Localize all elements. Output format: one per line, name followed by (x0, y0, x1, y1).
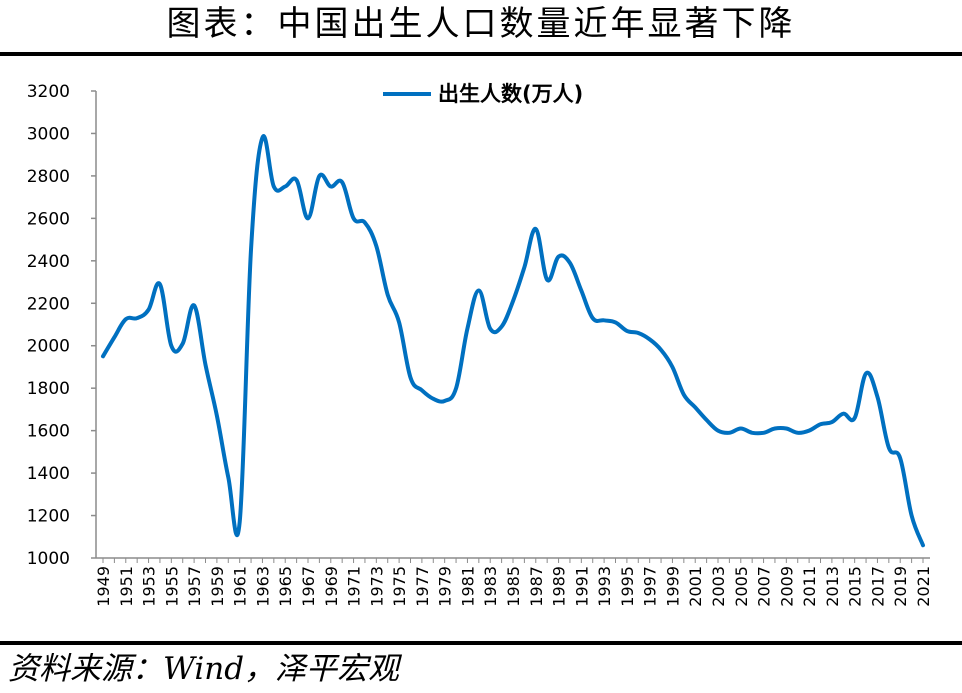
x-tick-label: 2003 (709, 566, 728, 607)
x-tick-label: 2021 (914, 566, 933, 607)
x-tick-label: 2019 (891, 566, 910, 607)
legend: 出生人数(万人) (383, 82, 583, 106)
source-note: 资料来源：Wind，泽平宏观 (8, 651, 400, 687)
y-tick-label: 1400 (27, 464, 70, 484)
x-tick-label: 1953 (140, 566, 159, 607)
x-tick-label: 1997 (641, 566, 660, 607)
x-tick-label: 1967 (299, 566, 318, 607)
bottom-rule (0, 641, 962, 645)
y-tick-label: 1800 (27, 379, 70, 399)
x-tick-label: 1959 (208, 566, 227, 607)
series-layer (101, 134, 925, 548)
x-tick-label: 1979 (436, 566, 455, 607)
x-tick-label: 1995 (618, 566, 637, 607)
x-tick-label: 1973 (367, 566, 386, 607)
top-rule (0, 52, 962, 56)
series-line (101, 134, 925, 548)
x-tick-label: 2005 (732, 566, 751, 607)
x-tick-label: 1983 (481, 566, 500, 607)
x-tick-label: 1963 (253, 566, 272, 607)
x-tick-label: 1999 (663, 566, 682, 607)
x-tick-label: 1975 (390, 566, 409, 607)
x-tick-label: 1961 (231, 566, 250, 607)
y-tick-label: 1600 (27, 422, 70, 442)
y-tick-label: 2600 (27, 209, 70, 229)
x-tick-label: 1965 (276, 566, 295, 607)
x-tick-label: 1951 (117, 566, 136, 607)
legend-label: 出生人数(万人) (438, 82, 583, 106)
x-tick-label: 1987 (527, 566, 546, 607)
x-tick-label: 1949 (94, 566, 113, 607)
x-axis: 1949 1951 1953 1955 1957 1959 1961 1963 1965 1967… (94, 557, 933, 607)
x-tick-label: 2009 (777, 566, 796, 607)
x-tick-label: 1977 (413, 566, 432, 607)
y-tick-label: 1200 (27, 507, 70, 527)
y-tick-label: 3200 (27, 82, 70, 102)
line-chart: 1000 1200 1400 1600 1800 2000 2200 2400 2600 2800… (27, 82, 933, 607)
chart-title: 图表：中国出生人口数量近年显著下降 (166, 4, 796, 44)
y-tick-label: 2000 (27, 337, 70, 357)
y-tick-label: 2200 (27, 294, 70, 314)
y-tick-label: 1000 (27, 549, 70, 569)
x-tick-label: 2015 (846, 566, 865, 607)
x-tick-label: 1955 (162, 566, 181, 607)
y-axis: 1000 1200 1400 1600 1800 2000 2200 2400 2600 2800… (27, 82, 97, 569)
x-tick-label: 1993 (595, 566, 614, 607)
x-tick-label: 1971 (345, 566, 364, 607)
x-tick-label: 1957 (185, 566, 204, 607)
x-tick-label: 1991 (572, 566, 591, 607)
y-tick-label: 2800 (27, 167, 70, 187)
y-tick-label: 2400 (27, 252, 70, 272)
x-tick-label: 2001 (686, 566, 705, 607)
x-tick-label: 2013 (823, 566, 842, 607)
x-tick-label: 1969 (322, 566, 341, 607)
x-tick-label: 2011 (800, 566, 819, 607)
x-tick-label: 1981 (458, 566, 477, 607)
x-tick-label: 1985 (504, 566, 523, 607)
y-tick-label: 3000 (27, 124, 70, 144)
x-tick-label: 2007 (755, 566, 774, 607)
x-tick-label: 2017 (868, 566, 887, 607)
x-tick-label: 1989 (550, 566, 569, 607)
